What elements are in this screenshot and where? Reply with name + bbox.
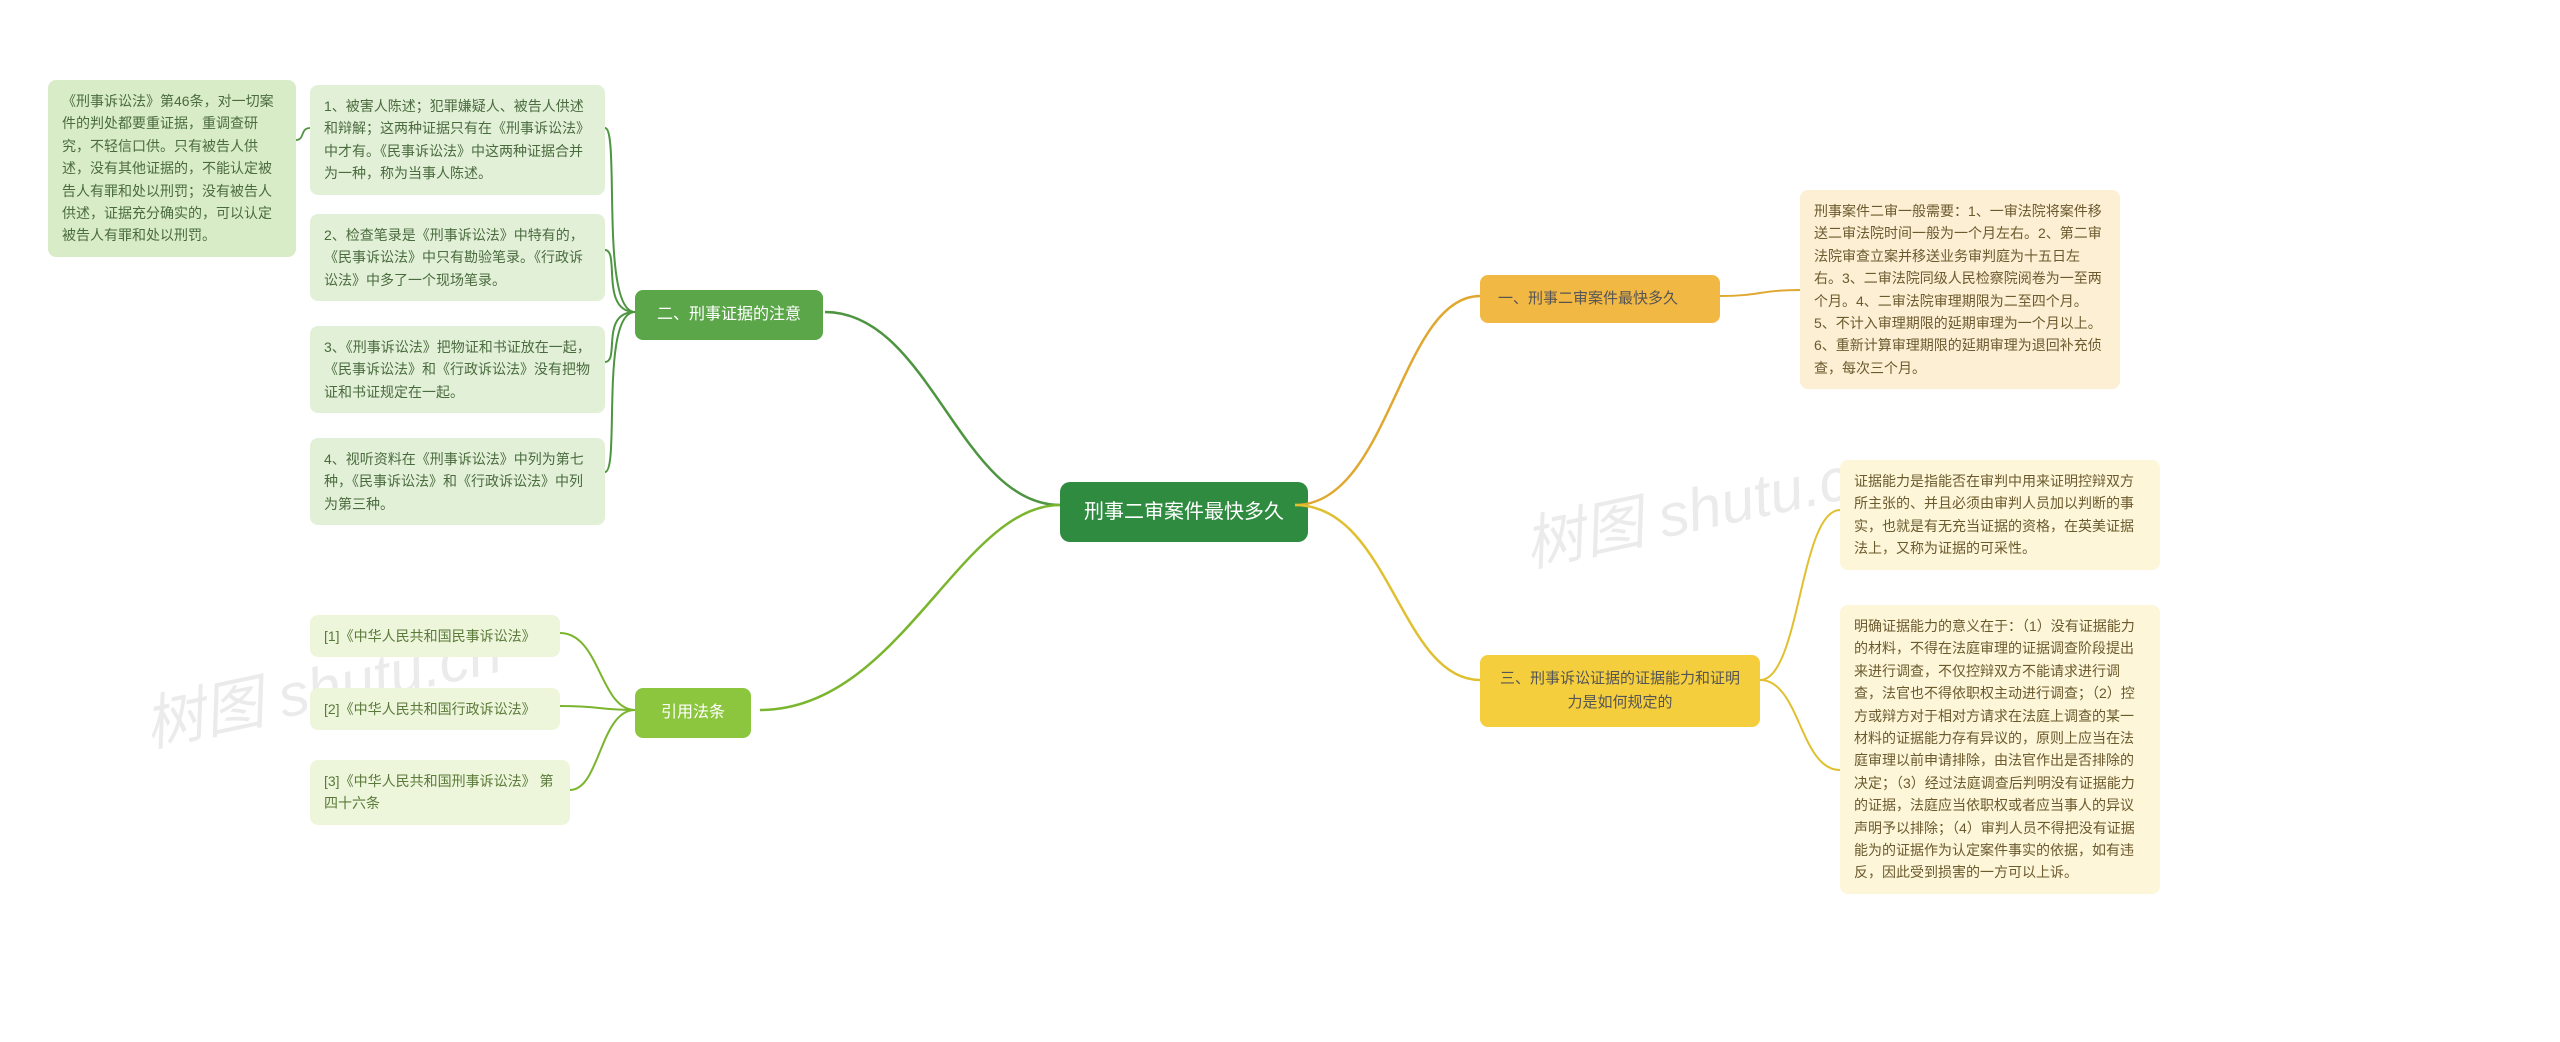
leaf-text: 证据能力是指能否在审判中用来证明控辩双方所主张的、并且必须由审判人员加以判断的事… bbox=[1854, 473, 2134, 556]
branch-4-label: 引用法条 bbox=[661, 704, 725, 721]
leaf-text: 4、视听资料在《刑事诉讼法》中列为第七种，《民事诉讼法》和《行政诉讼法》中列为第… bbox=[324, 451, 584, 512]
branch-4-leaf-1: [2]《中华人民共和国行政诉讼法》 bbox=[310, 688, 560, 730]
branch-3-leaf-0: 证据能力是指能否在审判中用来证明控辩双方所主张的、并且必须由审判人员加以判断的事… bbox=[1840, 460, 2160, 570]
branch-2-leaf-2: 3、《刑事诉讼法》把物证和书证放在一起，《民事诉讼法》和《行政诉讼法》没有把物证… bbox=[310, 326, 605, 413]
branch-2-label: 二、刑事证据的注意 bbox=[657, 306, 801, 323]
branch-1: 一、刑事二审案件最快多久 bbox=[1480, 275, 1720, 323]
branch-1-label: 一、刑事二审案件最快多久 bbox=[1498, 290, 1678, 307]
branch-2: 二、刑事证据的注意 bbox=[635, 290, 823, 340]
leaf-text: 刑事案件二审一般需要：1、一审法院将案件移送二审法院时间一般为一个月左右。2、第… bbox=[1814, 203, 2102, 376]
branch-2-leaf-0: 1、被害人陈述；犯罪嫌疑人、被告人供述和辩解；这两种证据只有在《刑事诉讼法》中才… bbox=[310, 85, 605, 195]
center-node: 刑事二审案件最快多久 bbox=[1060, 482, 1308, 542]
branch-4-leaf-0: [1]《中华人民共和国民事诉讼法》 bbox=[310, 615, 560, 657]
branch-3: 三、刑事诉讼证据的证据能力和证明力是如何规定的 bbox=[1480, 655, 1760, 727]
leaf-text: 《刑事诉讼法》第46条，对一切案件的判处都要重证据，重调查研究，不轻信口供。只有… bbox=[62, 93, 274, 243]
leaf-text: [3]《中华人民共和国刑事诉讼法》 第四十六条 bbox=[324, 773, 553, 811]
branch-1-leaf-0: 刑事案件二审一般需要：1、一审法院将案件移送二审法院时间一般为一个月左右。2、第… bbox=[1800, 190, 2120, 389]
branch-3-leaf-1: 明确证据能力的意义在于：（1）没有证据能力的材料，不得在法庭审理的证据调查阶段提… bbox=[1840, 605, 2160, 894]
branch-4-leaf-2: [3]《中华人民共和国刑事诉讼法》 第四十六条 bbox=[310, 760, 570, 825]
branch-2-leaf-1: 2、检查笔录是《刑事诉讼法》中特有的，《民事诉讼法》中只有勘验笔录。《行政诉讼法… bbox=[310, 214, 605, 301]
branch-2-leaf-3: 4、视听资料在《刑事诉讼法》中列为第七种，《民事诉讼法》和《行政诉讼法》中列为第… bbox=[310, 438, 605, 525]
branch-3-label: 三、刑事诉讼证据的证据能力和证明力是如何规定的 bbox=[1500, 670, 1740, 711]
branch-2-leaf-0-extra: 《刑事诉讼法》第46条，对一切案件的判处都要重证据，重调查研究，不轻信口供。只有… bbox=[48, 80, 296, 257]
leaf-text: 2、检查笔录是《刑事诉讼法》中特有的，《民事诉讼法》中只有勘验笔录。《行政诉讼法… bbox=[324, 227, 584, 288]
branch-4: 引用法条 bbox=[635, 688, 751, 738]
leaf-text: 明确证据能力的意义在于：（1）没有证据能力的材料，不得在法庭审理的证据调查阶段提… bbox=[1854, 618, 2135, 880]
leaf-text: [2]《中华人民共和国行政诉讼法》 bbox=[324, 701, 536, 717]
leaf-text: 3、《刑事诉讼法》把物证和书证放在一起，《民事诉讼法》和《行政诉讼法》没有把物证… bbox=[324, 339, 591, 400]
leaf-text: 1、被害人陈述；犯罪嫌疑人、被告人供述和辩解；这两种证据只有在《刑事诉讼法》中才… bbox=[324, 98, 590, 181]
center-label: 刑事二审案件最快多久 bbox=[1084, 501, 1284, 523]
watermark: 树图 shutu.cn bbox=[1515, 423, 1889, 584]
leaf-text: [1]《中华人民共和国民事诉讼法》 bbox=[324, 628, 536, 644]
